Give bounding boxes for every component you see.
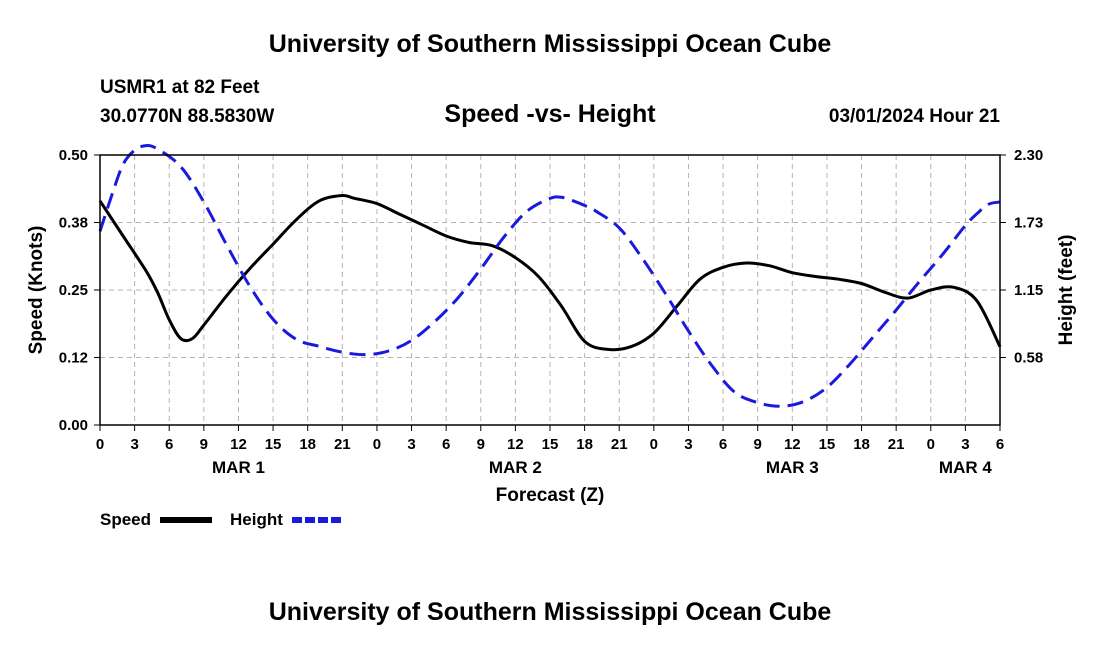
x-tick-label: 3 — [407, 436, 415, 453]
y-tick-label: 0.12 — [59, 350, 88, 367]
station-label: USMR1 at 82 Feet — [100, 77, 260, 98]
x-tick-label: 6 — [719, 436, 727, 453]
x-tick-label: 0 — [927, 436, 935, 453]
station-coordinates: 30.0770N 88.5830W — [100, 106, 275, 127]
y2-tick-label: 1.73 — [1014, 215, 1043, 232]
x-tick-label: 9 — [477, 436, 485, 453]
x-tick-label: 0 — [650, 436, 658, 453]
x-tick-label: 6 — [165, 436, 173, 453]
x-axis-label: Forecast (Z) — [496, 485, 605, 506]
legend: Speed Height — [100, 510, 342, 529]
y-tick-label: 0.38 — [59, 215, 88, 232]
y-tick-label: 0.50 — [59, 147, 88, 164]
x-tick-label: 0 — [96, 436, 104, 453]
x-tick-label: 3 — [961, 436, 969, 453]
y-tick-label: 0.00 — [59, 417, 88, 434]
x-tick-label: 18 — [299, 436, 316, 453]
series-line-speed — [98, 193, 1002, 352]
x-tick-label: 21 — [888, 436, 905, 453]
legend-label-height: Height — [230, 510, 283, 529]
x-tick-label: 15 — [542, 436, 559, 453]
x-tick-label: 21 — [334, 436, 351, 453]
day-label: MAR 2 — [489, 458, 542, 477]
x-tick-label: 3 — [130, 436, 138, 453]
y2-axis-label: Height (feet) — [1056, 235, 1077, 346]
x-tick-label: 18 — [853, 436, 870, 453]
legend-label-speed: Speed — [100, 510, 151, 529]
x-tick-label: 18 — [576, 436, 593, 453]
x-tick-label: 15 — [265, 436, 282, 453]
forecast-datetime: 03/01/2024 Hour 21 — [828, 106, 1000, 127]
footer-title: University of Southern Mississippi Ocean… — [268, 598, 832, 626]
y-tick-label: 0.25 — [59, 282, 88, 299]
x-tick-label: 0 — [373, 436, 381, 453]
day-label: MAR 3 — [766, 458, 819, 477]
day-label: MAR 1 — [212, 458, 265, 477]
series-layer — [98, 144, 1002, 408]
day-label: MAR 4 — [939, 458, 992, 477]
x-tick-label: 12 — [507, 436, 524, 453]
page-title: University of Southern Mississippi Ocean… — [268, 30, 832, 58]
x-tick-label: 21 — [611, 436, 628, 453]
x-tick-label: 12 — [784, 436, 801, 453]
x-tick-label: 15 — [819, 436, 836, 453]
y2-tick-label: 0.58 — [1014, 350, 1043, 367]
axes: 0 3 6 9 12 15 18 21 0 3 6 9 12 15 18 21 0 3 6 9 12 15 18 21 0 3 6M… — [59, 147, 1043, 477]
y2-tick-label: 2.30 — [1014, 147, 1043, 164]
x-tick-label: 6 — [996, 436, 1004, 453]
x-tick-label: 12 — [230, 436, 247, 453]
x-tick-label: 3 — [684, 436, 692, 453]
x-tick-label: 6 — [442, 436, 450, 453]
y-axis-label: Speed (Knots) — [26, 226, 47, 355]
series-line-height — [98, 144, 1001, 408]
y2-tick-label: 1.15 — [1014, 282, 1043, 299]
chart-subtitle: Speed -vs- Height — [444, 100, 656, 128]
x-tick-label: 9 — [200, 436, 208, 453]
x-tick-label: 9 — [754, 436, 762, 453]
